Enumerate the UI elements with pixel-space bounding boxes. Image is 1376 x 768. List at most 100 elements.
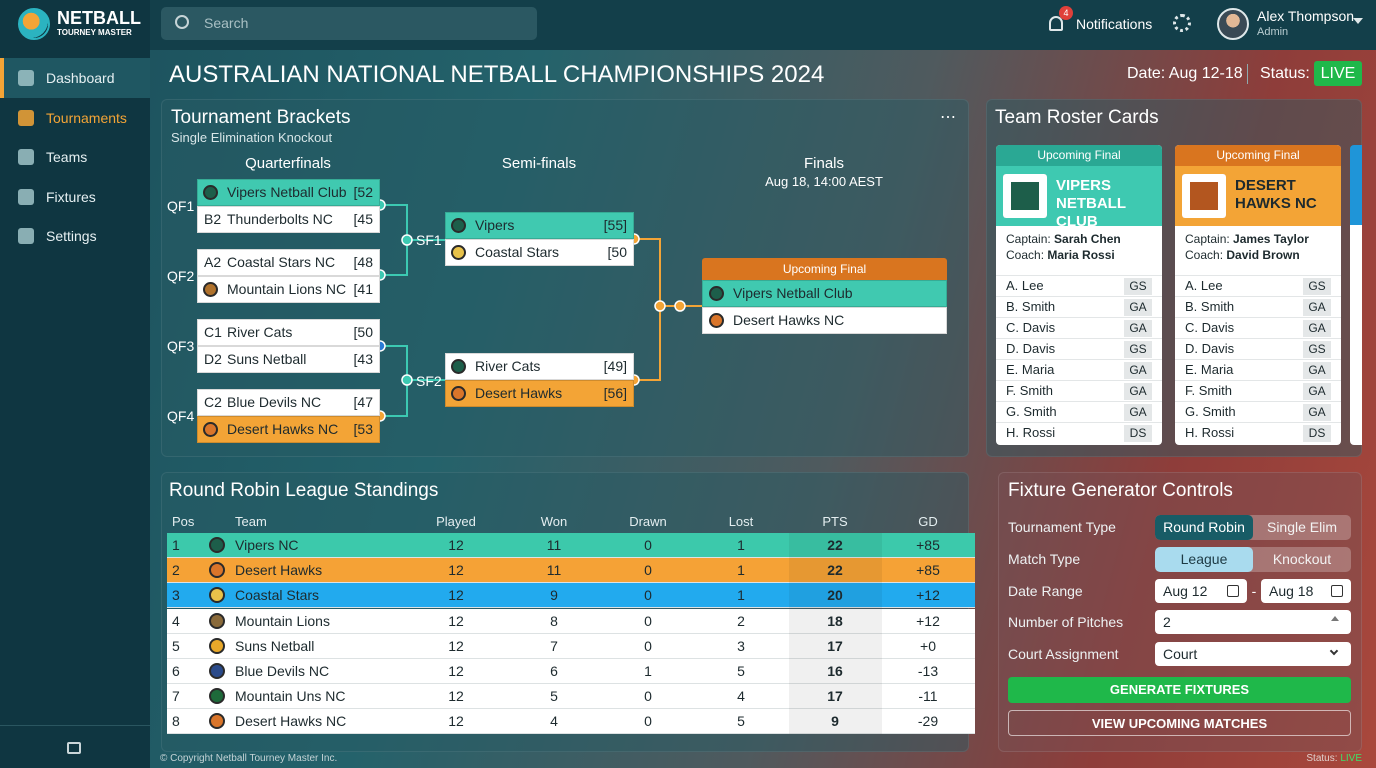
team-name: River Cats <box>475 358 541 374</box>
footer-status: Status: LIVE <box>1290 752 1362 766</box>
team-name: Vipers NC <box>235 537 299 553</box>
player-name: A. Lee <box>1185 278 1223 293</box>
player-row: H. Rossi DS <box>996 422 1162 443</box>
nav-label: Settings <box>46 228 97 244</box>
nav-icon <box>18 149 34 165</box>
player-position: GA <box>1303 299 1331 316</box>
drawn: 0 <box>644 637 652 654</box>
brand-name: NETBALL <box>57 8 141 28</box>
player-row: D. Davis GS <box>1175 338 1341 359</box>
field-label: Date Range <box>1008 583 1083 599</box>
pts-column-shade <box>789 533 882 558</box>
brand-tagline: TOURNEY MASTER <box>57 28 132 37</box>
footer-copyright: © Copyright Netball Tourney Master Inc. <box>160 753 338 764</box>
more-menu[interactable]: ⋯ <box>940 109 957 126</box>
player-row: A. Lee GS <box>1175 275 1341 296</box>
final-badge: Upcoming Final <box>702 258 947 280</box>
player-row: G. Smith GA <box>1175 401 1341 422</box>
nav-item[interactable]: Tournaments <box>0 98 150 138</box>
coach-name: David Brown <box>1226 248 1300 262</box>
pitches-input[interactable]: 2 <box>1155 610 1351 634</box>
user-avatar[interactable] <box>1217 8 1249 40</box>
logout-icon[interactable] <box>67 742 81 754</box>
card-badge: Upcoming Final <box>1175 145 1341 166</box>
input-value: Aug 12 <box>1163 583 1208 599</box>
card-team-name: VIPERS NETBALL CLUB <box>1056 177 1126 230</box>
drawn: 0 <box>644 562 652 579</box>
player-position: GA <box>1303 320 1331 337</box>
team-score: [49] <box>603 358 627 374</box>
nav-item[interactable]: Settings <box>0 216 150 256</box>
player-position: DS <box>1124 425 1152 442</box>
won: 11 <box>546 562 562 579</box>
team-name: Vipers Netball Club <box>733 285 853 301</box>
won: 4 <box>550 713 558 730</box>
coach-label: Coach: <box>1006 248 1045 262</box>
player-name: C. Davis <box>1006 320 1056 335</box>
goal-difference: +12 <box>916 587 940 604</box>
drawn: 0 <box>644 688 652 705</box>
drawn: 0 <box>644 612 652 629</box>
played: 12 <box>448 612 464 629</box>
position: 1 <box>172 537 180 553</box>
round-label: Quarterfinals <box>245 155 331 172</box>
search-box[interactable]: Search <box>161 7 537 40</box>
team-score: [50 <box>607 244 627 260</box>
position: 3 <box>172 587 180 604</box>
column-header: Played <box>436 514 476 529</box>
final-time: Aug 18, 14:00 AEST <box>765 174 883 189</box>
goal-difference: +12 <box>916 612 940 629</box>
generate-button[interactable]: GENERATE FIXTURES <box>1008 677 1351 703</box>
goal-difference: -11 <box>918 688 938 705</box>
position: 7 <box>172 688 180 705</box>
roster-card: Upcoming Final VIPERS NETBALL CLUB Captain… <box>996 145 1162 445</box>
player-position: GS <box>1124 278 1152 295</box>
notifications-button[interactable]: 4 Notifications <box>1046 6 1156 38</box>
team-icon <box>203 422 218 437</box>
played: 12 <box>448 637 464 654</box>
team-name: Thunderbolts NC <box>227 211 333 227</box>
notifications-label: Notifications <box>1076 16 1153 32</box>
column-header: PTS <box>822 514 848 529</box>
brand-logo <box>18 8 50 40</box>
player-name: B. Smith <box>1006 299 1056 314</box>
team-icon <box>451 218 466 233</box>
toggle-option[interactable]: Single Elim <box>1266 519 1338 535</box>
drawn: 0 <box>644 713 652 730</box>
search-placeholder: Search <box>204 15 249 31</box>
player-name: D. Davis <box>1185 341 1235 356</box>
player-row: F. Smith GA <box>1175 380 1341 401</box>
field-label: Match Type <box>1008 551 1081 567</box>
position: 5 <box>172 637 180 654</box>
seed: A2 <box>204 254 222 270</box>
team-score: [56] <box>603 385 627 401</box>
nav-icon <box>18 110 34 126</box>
nav-item[interactable]: Dashboard <box>0 58 150 98</box>
settings-icon[interactable] <box>1173 14 1191 32</box>
view-matches-button[interactable]: VIEW UPCOMING MATCHES <box>1008 710 1351 736</box>
court-select[interactable]: Court <box>1155 642 1351 666</box>
toggle-option[interactable]: League <box>1155 547 1253 572</box>
user-menu-caret[interactable] <box>1353 18 1363 24</box>
team-score: [47 <box>353 394 373 410</box>
played: 12 <box>448 562 464 579</box>
captain-label: Captain: <box>1006 232 1051 246</box>
input-value: Aug 18 <box>1269 583 1314 599</box>
team-name: Blue Devils NC <box>235 663 330 679</box>
pts-column-shade <box>789 709 882 735</box>
seed: C2 <box>204 394 222 410</box>
player-name: F. Smith <box>1006 383 1053 398</box>
toggle-option[interactable]: Round Robin <box>1155 515 1253 540</box>
nav-item[interactable]: Teams <box>0 137 150 177</box>
team-name: Mountain Lions <box>235 612 330 629</box>
toggle-option[interactable]: Knockout <box>1272 551 1332 567</box>
pts-column-shade <box>789 659 882 684</box>
date-from-input[interactable]: Aug 12 <box>1155 579 1247 603</box>
points: 17 <box>827 637 843 654</box>
date-to-input[interactable]: Aug 18 <box>1261 579 1351 603</box>
nav-item[interactable]: Fixtures <box>0 177 150 217</box>
position: 4 <box>172 612 180 629</box>
pts-column-shade <box>789 633 882 659</box>
team-icon <box>451 245 466 260</box>
